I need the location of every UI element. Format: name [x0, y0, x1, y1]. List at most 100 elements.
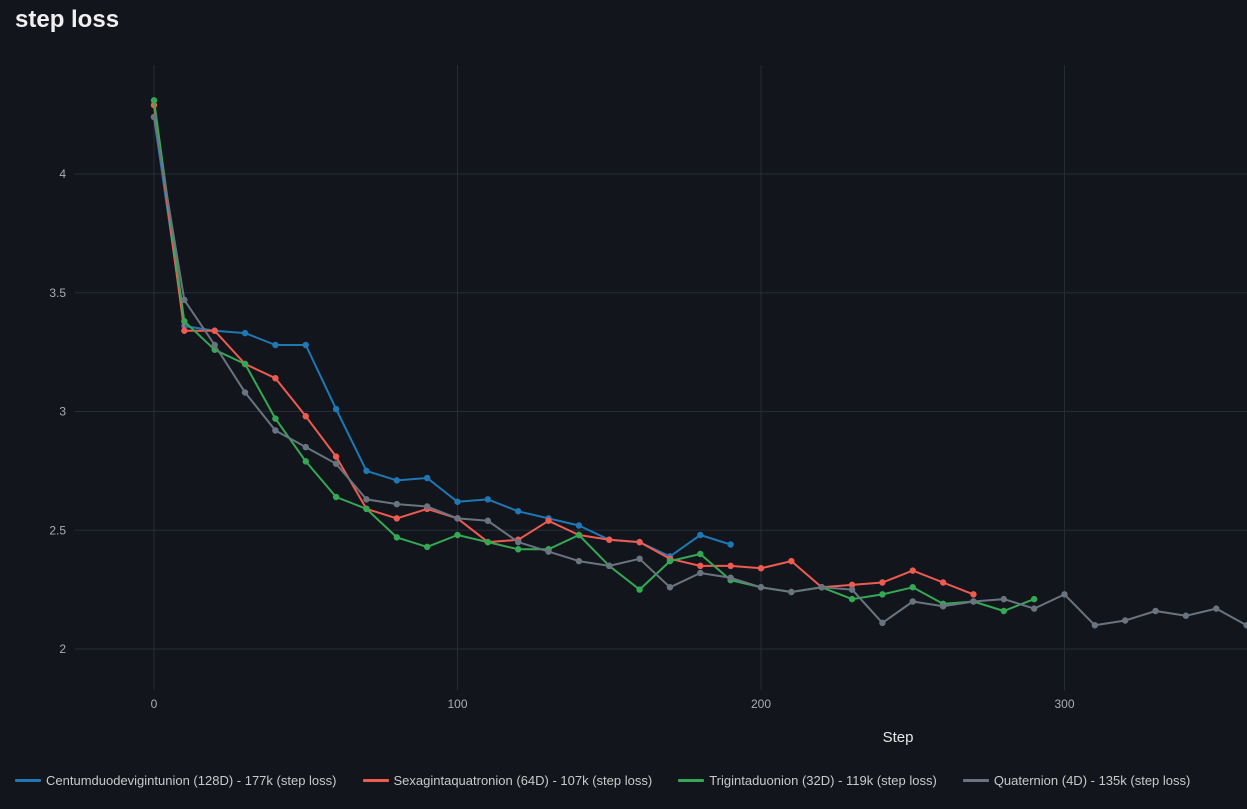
series-0[interactable] [150, 113, 734, 560]
data-point[interactable] [181, 327, 188, 334]
data-point[interactable] [909, 584, 916, 591]
series-line[interactable] [153, 116, 731, 558]
data-point[interactable] [1152, 607, 1159, 615]
data-point[interactable] [697, 550, 704, 558]
data-point[interactable] [697, 562, 704, 570]
data-point[interactable] [272, 375, 279, 382]
data-point[interactable] [181, 318, 188, 325]
legend-item[interactable]: Trigintaduonion (32D) - 119k (step loss) [678, 773, 937, 788]
data-point[interactable] [332, 405, 340, 413]
data-point[interactable] [848, 586, 856, 593]
data-point[interactable] [393, 534, 400, 541]
data-point[interactable] [1182, 612, 1190, 619]
data-point[interactable] [302, 443, 309, 451]
data-point[interactable] [302, 458, 309, 465]
data-point[interactable] [454, 498, 461, 505]
series-2[interactable] [150, 97, 1038, 615]
data-point[interactable] [879, 591, 886, 598]
data-point[interactable] [606, 562, 613, 570]
chart-legend[interactable]: Centumduodevigintunion (128D) - 177k (st… [15, 773, 1190, 788]
data-point[interactable] [302, 413, 309, 420]
data-point[interactable] [727, 541, 734, 548]
data-point[interactable] [454, 515, 461, 522]
data-point[interactable] [939, 603, 947, 610]
series-line[interactable] [153, 104, 974, 596]
series-group[interactable] [150, 97, 1247, 629]
legend-item[interactable]: Quaternion (4D) - 135k (step loss) [962, 773, 1190, 788]
data-point[interactable] [423, 543, 431, 551]
data-point[interactable] [484, 517, 492, 524]
data-point[interactable] [332, 493, 340, 501]
data-point[interactable] [1213, 605, 1220, 612]
data-point[interactable] [332, 460, 340, 467]
data-point[interactable] [575, 522, 583, 529]
data-point[interactable] [1030, 605, 1038, 612]
data-point[interactable] [484, 538, 492, 546]
data-point[interactable] [515, 538, 522, 546]
data-point[interactable] [393, 500, 400, 508]
data-point[interactable] [818, 584, 825, 591]
data-point[interactable] [515, 508, 522, 515]
data-point[interactable] [393, 515, 400, 522]
data-point[interactable] [848, 581, 856, 589]
data-point[interactable] [484, 496, 492, 503]
data-point[interactable] [636, 555, 643, 562]
data-point[interactable] [150, 97, 158, 104]
series-1[interactable] [150, 101, 977, 598]
data-point[interactable] [970, 598, 977, 605]
data-point[interactable] [666, 557, 674, 565]
data-point[interactable] [788, 588, 795, 596]
data-point[interactable] [211, 341, 218, 349]
data-point[interactable] [545, 548, 552, 555]
data-point[interactable] [423, 503, 431, 510]
data-point[interactable] [272, 415, 279, 422]
data-point[interactable] [1030, 595, 1038, 603]
series-line[interactable] [153, 100, 1035, 612]
data-point[interactable] [1243, 622, 1247, 629]
data-point[interactable] [1091, 622, 1099, 629]
data-point[interactable] [1000, 607, 1007, 615]
legend-item[interactable]: Centumduodevigintunion (128D) - 177k (st… [15, 773, 337, 788]
data-point[interactable] [636, 586, 643, 593]
data-point[interactable] [848, 595, 856, 603]
data-point[interactable] [302, 341, 309, 349]
data-point[interactable] [332, 453, 340, 460]
data-point[interactable] [423, 474, 431, 482]
data-point[interactable] [575, 557, 583, 565]
data-point[interactable] [697, 569, 704, 577]
data-point[interactable] [363, 505, 370, 513]
data-point[interactable] [575, 531, 583, 539]
data-point[interactable] [211, 327, 218, 334]
data-point[interactable] [879, 579, 886, 586]
data-point[interactable] [666, 584, 674, 591]
data-point[interactable] [241, 329, 249, 337]
data-point[interactable] [1122, 617, 1129, 624]
data-point[interactable] [879, 619, 886, 627]
series-3[interactable] [150, 113, 1247, 629]
data-point[interactable] [909, 598, 916, 605]
data-point[interactable] [939, 579, 947, 586]
data-point[interactable] [454, 531, 461, 539]
data-point[interactable] [788, 557, 795, 565]
legend-item[interactable]: Sexagintaquatronion (64D) - 107k (step l… [362, 773, 652, 788]
data-point[interactable] [272, 427, 279, 434]
data-point[interactable] [727, 562, 734, 570]
data-point[interactable] [393, 477, 400, 484]
data-point[interactable] [757, 565, 765, 572]
data-point[interactable] [636, 538, 643, 546]
data-point[interactable] [757, 584, 765, 591]
data-point[interactable] [1061, 591, 1068, 598]
data-point[interactable] [970, 591, 977, 598]
data-point[interactable] [241, 389, 249, 396]
data-point[interactable] [1000, 595, 1007, 603]
data-point[interactable] [150, 113, 158, 121]
data-point[interactable] [272, 341, 279, 349]
data-point[interactable] [606, 536, 613, 543]
data-point[interactable] [727, 574, 734, 581]
data-point[interactable] [181, 296, 188, 304]
data-point[interactable] [515, 546, 522, 553]
data-point[interactable] [545, 517, 552, 524]
data-point[interactable] [241, 360, 249, 368]
data-point[interactable] [909, 567, 916, 574]
